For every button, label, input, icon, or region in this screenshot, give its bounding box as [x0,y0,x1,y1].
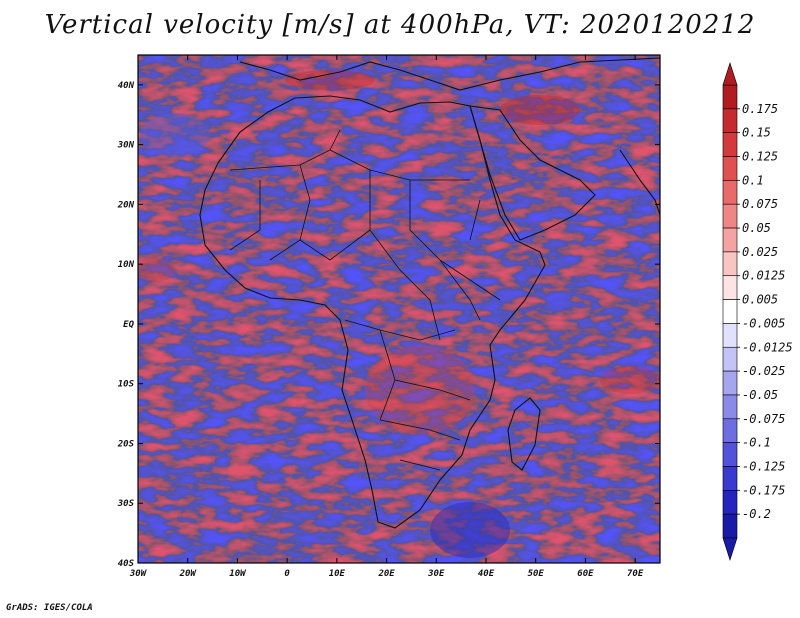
colorbar-label: -0.2 [742,507,771,521]
arabia-coastline [469,105,596,241]
lon-label: 10W [229,569,247,579]
ascent-area-mediterranean [285,70,375,90]
colorbar-swatch [722,227,738,253]
colorbar-swatch [722,394,738,420]
lon-label: 20E [377,569,395,579]
colorbar-swatch [722,132,738,157]
lat-label: 10S [118,380,135,390]
colorbar-label: 0.0125 [742,269,785,283]
india-coastline [619,149,660,216]
lat-label: 40S [118,559,135,569]
coastlines [199,57,660,529]
latitude-axis: 40N 30N 20N 10N EQ 10S 20S 30S 40S [117,81,660,569]
footer-credit: GrADS: IGES/COLA [6,603,93,613]
country-borders [229,129,501,471]
strong-descent-area [430,502,510,558]
map-title: Vertical velocity [m/s] at 400hPa, VT: 2… [44,10,756,40]
lat-label: 20S [117,439,135,449]
lon-label: 60E [577,569,594,579]
lat-label: 30N [117,141,135,151]
colorbar: 0.175 0.15 0.125 0.1 0.075 0.05 0.025 0.0125 0.0… [722,62,793,561]
lat-label: 30S [117,499,135,509]
colorbar-swatch [722,275,738,300]
colorbar-swatch [722,346,738,372]
colorbar-label: 0.075 [742,197,778,211]
ascent-area-indian-ocean [600,366,660,394]
plot-frame [137,54,661,564]
madagascar-coastline [507,397,541,471]
colorbar-swatch [722,490,738,515]
field-noise [138,55,660,563]
colorbar-swatch [722,442,738,467]
colorbar-swatch [722,418,738,443]
velocity-field [138,55,660,563]
colorbar-swatch [722,156,738,181]
ascent-area-mideast [500,95,580,125]
ascent-area-west-atlantic [138,258,175,282]
colorbar-label: -0.025 [742,364,785,378]
lon-label: 40E [478,569,495,579]
colorbar-label: -0.1 [742,436,771,450]
colorbar-label: 0.1 [742,173,764,187]
colorbar-swatch [722,299,738,324]
colorbar-swatch [722,323,738,348]
longitude-axis: 30W 20W 10W 0 10E 20E 30E 40E 50E 60E 70E [129,55,644,579]
lat-label: 40N [118,81,135,91]
lat-label: 10N [118,260,135,270]
colorbar-label: 0.15 [742,126,771,140]
colorbar-swatch [722,84,738,110]
colorbar-swatch [722,251,738,277]
descent-area-atlantic [140,113,210,157]
africa-coastline [199,95,546,529]
lon-label: 70E [627,569,644,579]
colorbar-swatch [722,203,738,229]
lon-label: 30E [427,569,445,579]
europe-coastline [239,57,660,91]
colorbar-swatch [722,466,738,491]
colorbar-swatch [722,108,738,133]
colorbar-label: -0.125 [742,459,785,473]
colorbar-label: -0.0125 [742,340,793,354]
colorbar-label: -0.005 [742,316,785,330]
lat-label: EQ [123,320,134,330]
colorbar-label: 0.125 [742,150,778,164]
colorbar-label: -0.05 [742,388,778,402]
colorbar-swatch [722,513,738,539]
lon-label: 50E [528,569,545,579]
lon-label: 20W [179,569,198,579]
lon-label: 0 [284,569,290,579]
colorbar-swatch [722,370,738,396]
colorbar-swatch [722,180,738,205]
colorbar-label: 0.005 [742,293,778,307]
lon-label: 10E [329,569,346,579]
colorbar-label: 0.025 [742,245,778,259]
lon-label: 30W [129,569,148,579]
colorbar-label: 0.175 [742,102,778,116]
colorbar-label: 0.05 [742,221,771,235]
colorbar-label: -0.175 [742,483,785,497]
colorbar-label: -0.075 [742,412,785,426]
colorbar-bottom-arrow [722,537,738,561]
ascent-area-southern-africa [365,345,475,435]
lat-label: 20N [117,200,135,210]
colorbar-top-arrow [722,62,738,86]
field-features [138,70,660,558]
